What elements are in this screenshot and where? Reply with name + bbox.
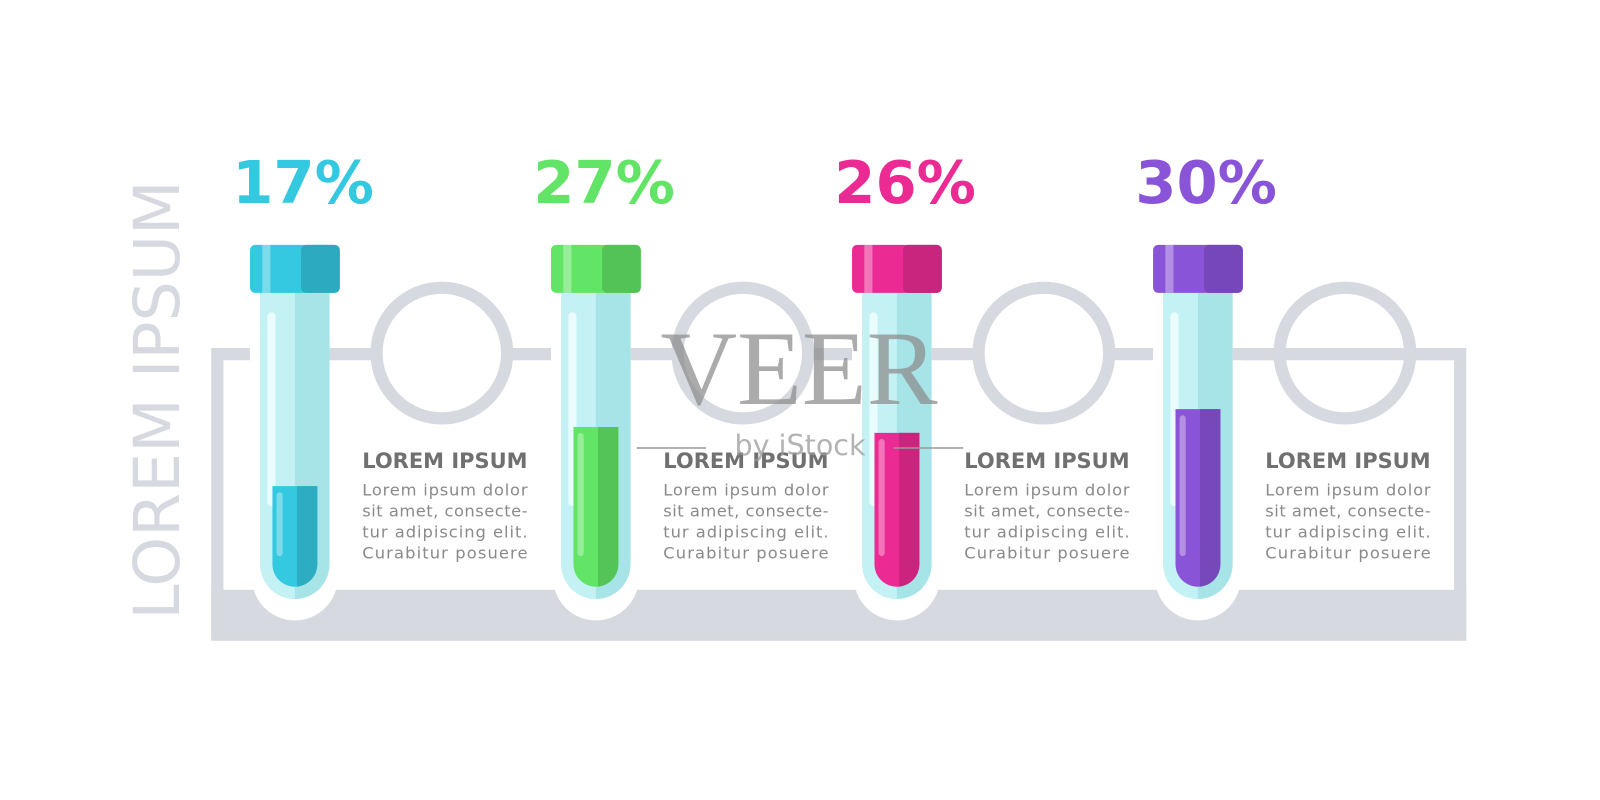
liquid-glint xyxy=(276,492,283,557)
item-text: Lorem ipsum dolor xyxy=(663,480,829,499)
item-text: Curabitur posuere xyxy=(663,544,828,563)
value-label: 30% xyxy=(1135,148,1277,217)
frame-right xyxy=(1243,347,1467,635)
item-text: Lorem ipsum dolor xyxy=(1265,480,1431,499)
item: 17% LOREM IPSUM Lorem ipsum dolor sit amet,… xyxy=(232,148,552,621)
item-text: tur adipiscing elit. xyxy=(1265,523,1430,542)
watermark-sub: by iStock xyxy=(734,428,866,462)
item-text: sit amet, consecte- xyxy=(964,501,1129,520)
item-text: Lorem ipsum dolor xyxy=(964,480,1130,499)
rack-base xyxy=(211,589,1467,641)
liquid-glint xyxy=(577,433,584,557)
cap-shade xyxy=(1204,244,1243,293)
liquid-shade xyxy=(296,486,318,587)
cap-shade xyxy=(602,244,641,293)
tube-glint xyxy=(267,312,276,507)
cap-glint xyxy=(1165,244,1174,293)
liquid-shade xyxy=(898,432,920,587)
liquid-shade xyxy=(1200,409,1221,587)
item-text: sit amet, consecte- xyxy=(362,501,527,520)
item-text: tur adipiscing elit. xyxy=(964,523,1129,542)
side-title: LOREM IPSUM xyxy=(120,180,194,619)
item-heading: LOREM IPSUM xyxy=(1265,449,1430,474)
value-label: 26% xyxy=(834,148,976,217)
liquid-glint xyxy=(878,438,885,557)
item-heading: LOREM IPSUM xyxy=(964,449,1129,474)
item-text: sit amet, consecte- xyxy=(1265,501,1430,520)
liquid-glint xyxy=(1179,415,1186,557)
cap-glint xyxy=(563,244,572,293)
cap-glint xyxy=(864,244,873,293)
item-text: tur adipiscing elit. xyxy=(663,523,828,542)
ring xyxy=(1273,281,1417,425)
cap-shade xyxy=(301,244,340,293)
value-label: 27% xyxy=(533,148,675,217)
item-text: Curabitur posuere xyxy=(1265,544,1430,563)
ring xyxy=(972,281,1116,425)
cap-glint xyxy=(262,244,271,293)
frame xyxy=(211,347,1467,635)
item-heading: LOREM IPSUM xyxy=(663,449,828,474)
item: 30% LOREM IPSUM Lorem ipsum dolor sit amet,… xyxy=(1135,148,1455,621)
item: 27% LOREM IPSUM Lorem ipsum dolor sit amet,… xyxy=(533,148,853,621)
item-text: tur adipiscing elit. xyxy=(362,523,527,542)
item: 26% LOREM IPSUM Lorem ipsum dolor sit amet,… xyxy=(834,148,1154,621)
ring xyxy=(671,281,815,425)
ring xyxy=(370,281,514,425)
watermark-main: VEER xyxy=(660,309,937,427)
items: 17% LOREM IPSUM Lorem ipsum dolor sit amet,… xyxy=(232,148,1455,621)
cap-shade xyxy=(903,244,942,293)
item-text: sit amet, consecte- xyxy=(663,501,828,520)
value-label: 17% xyxy=(232,148,374,217)
item-text: Lorem ipsum dolor xyxy=(362,480,528,499)
item-text: Curabitur posuere xyxy=(362,544,527,563)
watermark: VEER by iStock xyxy=(636,309,964,462)
frame-left xyxy=(211,347,250,635)
liquid-shade xyxy=(597,426,619,587)
item-text: Curabitur posuere xyxy=(964,544,1129,563)
item-heading: LOREM IPSUM xyxy=(362,449,527,474)
